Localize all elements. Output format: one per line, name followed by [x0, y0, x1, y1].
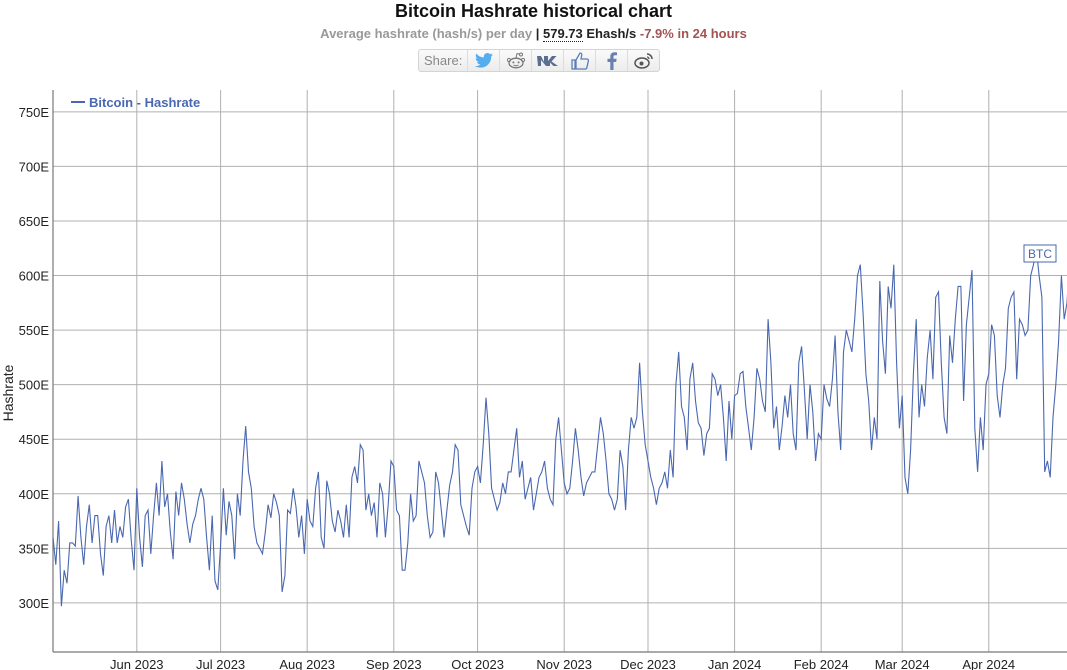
btc-annotation-label: BTC: [1028, 247, 1052, 261]
x-tick-label: Jan 2024: [708, 657, 762, 670]
y-tick-label: 450E: [19, 432, 50, 447]
current-hashrate-value[interactable]: 579.73: [543, 26, 583, 42]
share-facebook-button[interactable]: [595, 50, 627, 71]
share-weibo-button[interactable]: [627, 50, 659, 71]
share-like-button[interactable]: [563, 50, 595, 71]
y-tick-label: 550E: [19, 323, 50, 338]
share-bar: Share:: [418, 49, 661, 72]
y-tick-label: 650E: [19, 214, 50, 229]
x-tick-label: Feb 2024: [794, 657, 849, 670]
subtitle-separator: |: [535, 26, 540, 41]
current-hashrate-unit: Ehash/s: [586, 26, 637, 41]
x-tick-label: Sep 2023: [366, 657, 422, 670]
weibo-icon: [634, 53, 653, 69]
subtitle: Average hashrate (hash/s) per day | 579.…: [0, 26, 1067, 42]
twitter-icon: [474, 53, 493, 68]
y-axis-ticks: 300E 350E 400E 450E 500E 550E 600E 650E 700E 750E: [19, 105, 50, 611]
y-tick-label: 700E: [19, 159, 50, 174]
y-tick-label: 300E: [19, 596, 50, 611]
facebook-icon: [607, 51, 617, 70]
reddit-icon: [506, 52, 525, 69]
share-twitter-button[interactable]: [467, 50, 499, 71]
share-reddit-button[interactable]: [499, 50, 531, 71]
y-tick-label: 350E: [19, 541, 50, 556]
share-label: Share:: [424, 53, 463, 68]
thumbs-up-icon: [571, 51, 589, 70]
x-tick-label: Jun 2023: [110, 657, 164, 670]
x-tick-label: Oct 2023: [451, 657, 504, 670]
x-tick-label: Apr 2024: [962, 657, 1015, 670]
legend-label: Bitcoin - Hashrate: [89, 95, 200, 110]
x-axis-ticks: Jun 2023 Jul 2023 Aug 2023 Sep 2023 Oct 2023…: [110, 657, 1015, 670]
x-tick-label: Mar 2024: [875, 657, 930, 670]
btc-annotation: BTC: [1023, 244, 1057, 263]
y-tick-label: 500E: [19, 378, 50, 393]
x-tick-label: Dec 2023: [620, 657, 676, 670]
hashrate-chart[interactable]: 300E 350E 400E 450E 500E 550E 600E 650E 700E 750E…: [0, 85, 1067, 670]
x-tick-label: Aug 2023: [279, 657, 335, 670]
x-tick-label: Nov 2023: [536, 657, 592, 670]
subtitle-prefix: Average hashrate (hash/s) per day: [320, 26, 533, 41]
change-suffix: in 24 hours: [677, 26, 747, 41]
page-title: Bitcoin Hashrate historical chart: [394, 1, 673, 21]
grid: [53, 90, 1067, 652]
y-tick-label: 750E: [19, 105, 50, 120]
share-vk-button[interactable]: [531, 50, 563, 71]
btc-annotation-box: [1023, 244, 1057, 263]
vk-icon: [536, 55, 558, 66]
series-line-bitcoin-hashrate: [52, 248, 1067, 607]
y-axis-label: Hashrate: [0, 364, 16, 421]
y-tick-label: 400E: [19, 487, 50, 502]
y-tick-label: 600E: [19, 269, 50, 284]
legend[interactable]: Bitcoin - Hashrate: [71, 95, 200, 110]
change-value: -7.9%: [639, 26, 674, 41]
x-tick-label: Jul 2023: [196, 657, 245, 670]
